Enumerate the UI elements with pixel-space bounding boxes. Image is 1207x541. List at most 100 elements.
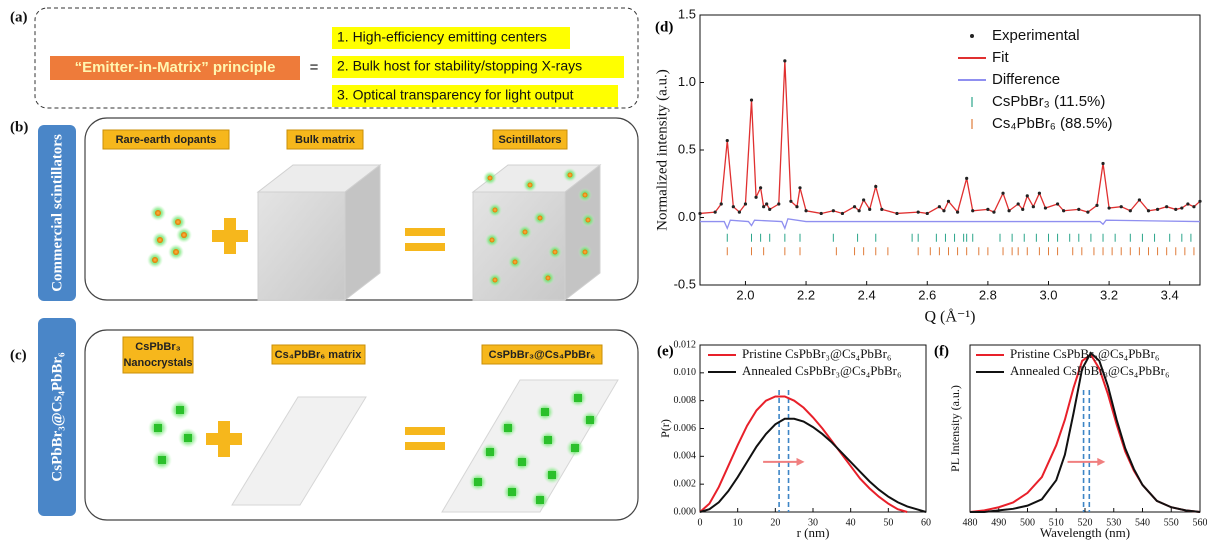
legend-label: Experimental	[992, 27, 1080, 44]
panel-label: (c)	[10, 347, 27, 363]
data-point	[971, 209, 975, 213]
x-tick-label: 540	[1135, 517, 1150, 528]
plus-sign	[212, 218, 248, 254]
item-box	[332, 27, 570, 49]
side-tab	[38, 125, 76, 301]
caption-tag	[271, 344, 366, 365]
data-point	[798, 186, 802, 190]
data-point	[1001, 191, 1005, 195]
y-axis-label: PL Intensity (a.u.)	[948, 385, 962, 472]
data-point	[713, 210, 717, 214]
data-point	[1043, 206, 1048, 210]
data-point	[874, 184, 878, 189]
x-axis-label: r (nm)	[797, 525, 830, 540]
y-tick-label: 0.006	[674, 423, 697, 434]
x-tick-label: 530	[1106, 517, 1121, 528]
y-tick-label: 0.010	[674, 367, 697, 378]
data-point	[1016, 202, 1020, 206]
y-tick-label: 0.5	[678, 141, 696, 156]
equals-bar	[405, 442, 445, 450]
caption-tag	[102, 129, 230, 150]
data-point	[916, 210, 920, 214]
panel-label: (d)	[655, 19, 673, 35]
panel-label: (b)	[10, 119, 28, 135]
data-point	[719, 202, 723, 206]
data-point	[955, 210, 960, 214]
panel-label: (e)	[657, 343, 674, 359]
legend-marker	[970, 34, 974, 38]
principle: “Emitter-in-Matrix” principle	[75, 59, 276, 76]
data-point	[992, 210, 996, 214]
plus-sign	[206, 421, 242, 457]
data-point	[765, 202, 769, 206]
panel-label: (a)	[10, 9, 28, 25]
data-point	[925, 211, 929, 216]
data-point	[731, 205, 735, 209]
data-point	[743, 202, 748, 206]
y-axis-label: P(r)	[658, 419, 672, 438]
nanocrystals	[148, 400, 198, 470]
data-line	[970, 351, 1201, 513]
side-tab	[38, 318, 76, 516]
x-tick-label: 30	[808, 517, 818, 528]
y-tick-label: 0.0	[678, 209, 696, 224]
data-point	[819, 211, 823, 216]
x-axis-label: Q (Å⁻¹)	[924, 308, 975, 326]
x-tick-label: 520	[1078, 517, 1093, 528]
principle-frame	[34, 7, 639, 109]
data-point	[1007, 209, 1011, 213]
data-point	[1165, 205, 1169, 209]
caption: Cs₄PbBr₆ matrix	[275, 349, 363, 361]
data-point	[754, 195, 758, 199]
data-point	[868, 207, 872, 211]
x-tick-label: 3.2	[1100, 287, 1118, 302]
y-tick-label: 1.5	[678, 6, 696, 21]
data-line	[969, 353, 1201, 513]
data-point	[1055, 202, 1060, 206]
data-point	[1146, 209, 1151, 213]
data-point	[698, 211, 702, 216]
x-tick-label: 480	[963, 517, 978, 528]
data-point	[768, 207, 772, 211]
data-point	[1180, 206, 1184, 210]
data-point	[725, 138, 729, 143]
legend-label: Difference	[992, 71, 1060, 88]
data-point	[1186, 202, 1190, 206]
data-point	[1119, 205, 1123, 209]
x-tick-label: 2.2	[797, 287, 815, 302]
side-label: Commercial scintillators	[49, 134, 65, 292]
y-tick-label: 0.000	[674, 506, 697, 517]
x-tick-label: 20	[770, 517, 780, 528]
composite-crystal	[441, 379, 619, 513]
y-tick-label: 0.004	[674, 451, 697, 462]
y-tick-label: 0.008	[674, 395, 697, 406]
data-point	[986, 207, 990, 211]
principle-item: 3. Optical transparency for light output	[337, 87, 574, 103]
data-point	[1037, 191, 1041, 195]
caption: CsPbBr₃	[135, 341, 180, 353]
data-line	[700, 218, 1201, 231]
data-point	[795, 205, 799, 209]
data-line	[699, 60, 1201, 215]
x-tick-label: 2.6	[918, 287, 936, 302]
caption: Rare-earth dopants	[116, 134, 217, 146]
data-point	[804, 209, 808, 213]
data-point	[789, 199, 793, 203]
data-point	[880, 207, 884, 211]
data-point	[777, 202, 781, 206]
caption: CsPbBr₃@Cs₄PbBr₆	[489, 349, 596, 361]
plot-frame	[699, 14, 1201, 286]
side-label: CsPbBr₃@Cs₄PbBr₆	[49, 352, 65, 482]
x-tick-label: 510	[1049, 517, 1064, 528]
principle-item: 2. Bulk host for stability/stopping X-ra…	[337, 58, 582, 74]
equals-bar	[405, 427, 445, 435]
data-point	[749, 98, 754, 102]
x-tick-label: 560	[1193, 517, 1207, 528]
data-point	[1095, 203, 1099, 207]
data-point	[965, 176, 969, 180]
y-tick-label: 0.002	[674, 478, 697, 489]
data-line	[699, 395, 908, 513]
principle-item: 1. High-efficiency emitting centers	[337, 29, 547, 45]
legend-label: CsPbBr₃ (11.5%)	[992, 93, 1105, 110]
